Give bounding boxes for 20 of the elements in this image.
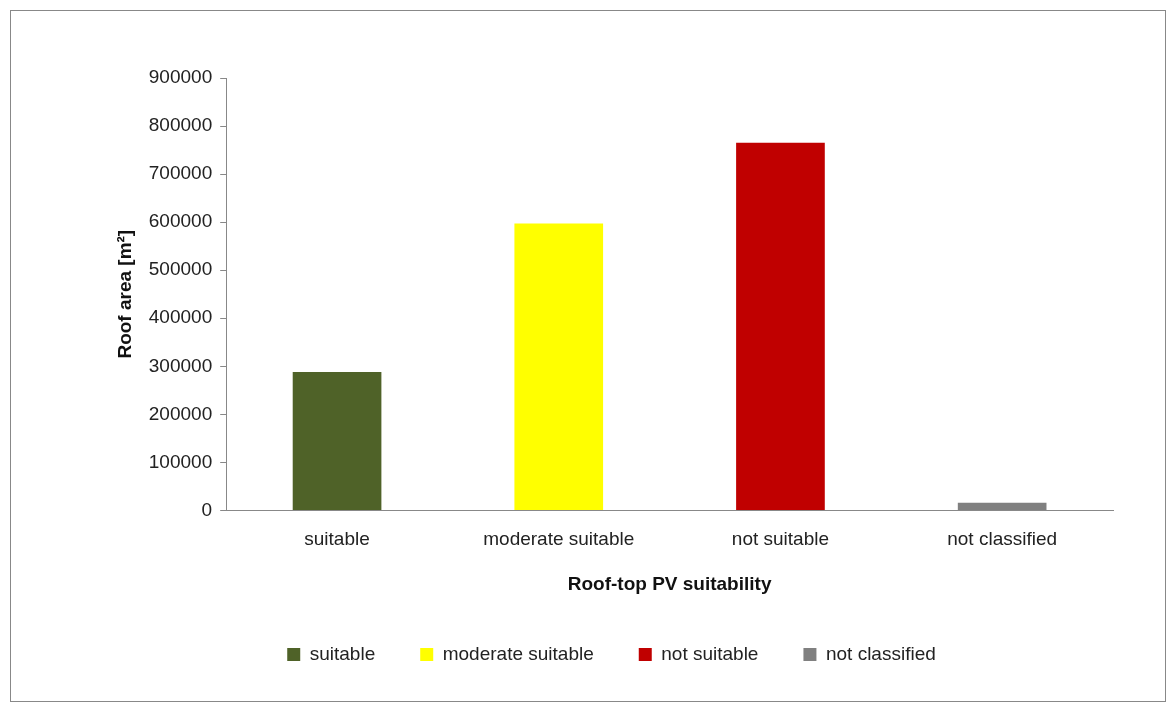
x-tick-label: not classified — [947, 528, 1058, 550]
y-tick-label: 200000 — [148, 402, 213, 424]
y-tick-label: 600000 — [148, 210, 213, 232]
x-axis-title: Roof-top PV suitability — [567, 572, 772, 594]
legend-label: not suitable — [661, 642, 759, 664]
y-tick-label: 800000 — [148, 114, 213, 136]
legend-label: moderate suitable — [442, 642, 594, 664]
x-tick-label: suitable — [304, 528, 370, 550]
legend-label: not classified — [825, 642, 936, 664]
y-tick-label: 900000 — [148, 66, 213, 88]
y-tick-label: 500000 — [148, 258, 213, 280]
y-tick-label: 0 — [201, 498, 213, 520]
y-tick-label: 700000 — [148, 162, 213, 184]
y-axis-title: Roof area [m²] — [113, 229, 135, 359]
x-tick-label: moderate suitable — [483, 528, 635, 550]
y-tick-label: 100000 — [148, 450, 213, 472]
legend-label: suitable — [309, 642, 376, 664]
y-tick-label: 300000 — [148, 354, 213, 376]
y-tick-label: 400000 — [148, 306, 213, 328]
x-tick-label: not suitable — [731, 528, 830, 550]
